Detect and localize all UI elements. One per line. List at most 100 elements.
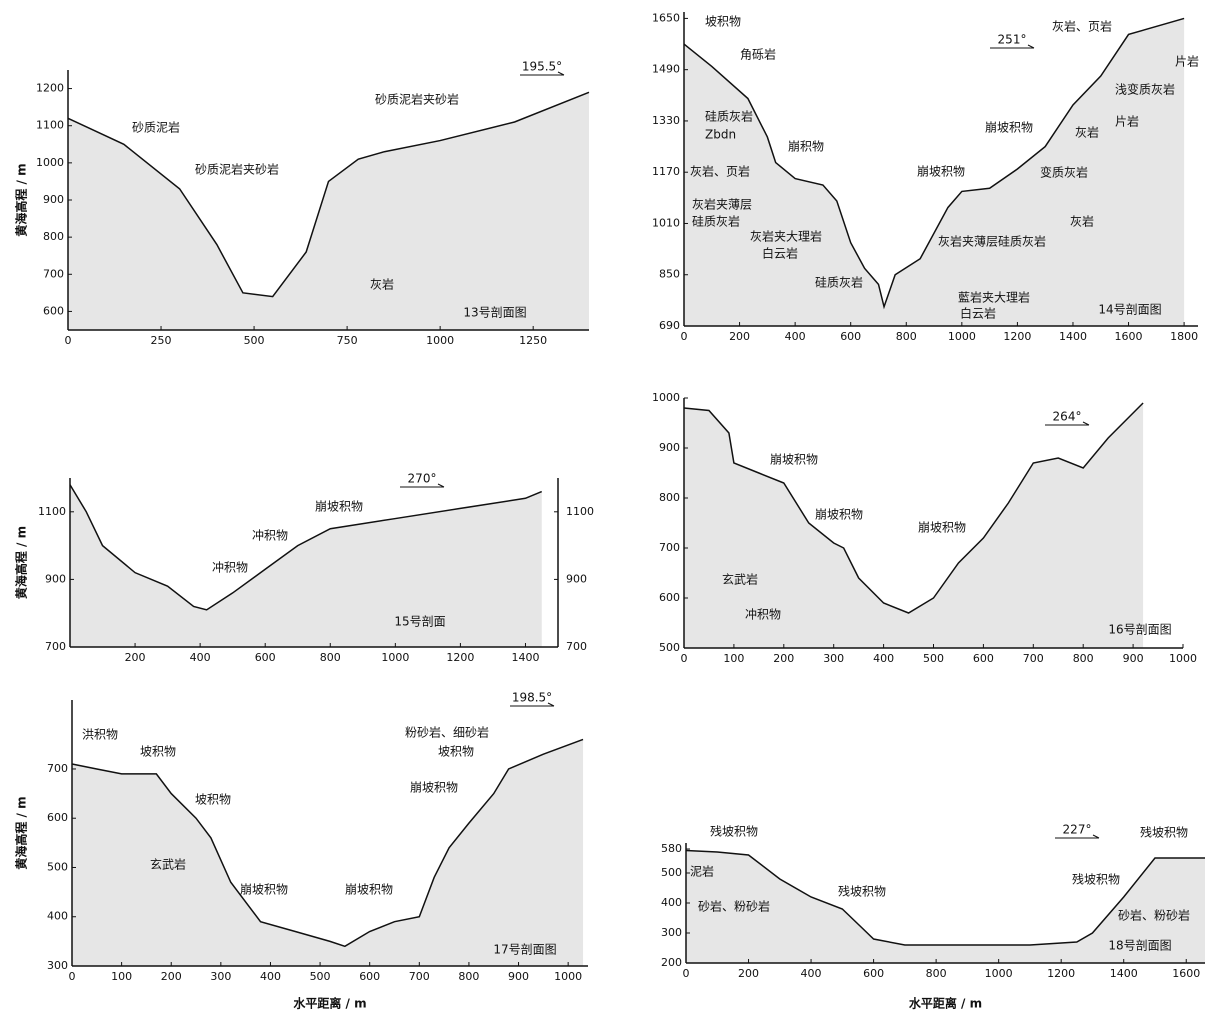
y-tick-label: 400 [661, 896, 682, 909]
direction-label: 227° [1063, 823, 1092, 837]
layer-label: 玄武岩 [150, 857, 186, 872]
x-tick-label: 200 [773, 652, 794, 665]
x-tick-label: 700 [1023, 652, 1044, 665]
x-tick-label: 1000 [381, 651, 409, 664]
layer-label: 粉砂岩、细砂岩 [405, 725, 489, 740]
x-tick-label: 1000 [1169, 652, 1197, 665]
layer-label: 崩坡积物 [315, 500, 363, 514]
x-tick-label: 200 [729, 330, 750, 343]
x-tick-label: 500 [310, 970, 331, 983]
x-tick-label: 200 [161, 970, 182, 983]
layer-label: 白云岩 [960, 306, 996, 321]
layer-label: 残坡积物 [838, 885, 886, 899]
y2-tick-label: 1100 [566, 505, 594, 518]
layer-label: 片岩 [1175, 54, 1199, 69]
y-tick-label: 1170 [652, 165, 680, 178]
layer-label: 片岩 [1115, 114, 1139, 129]
x-tick-label: 400 [190, 651, 211, 664]
section-title: 16号剖面图 [1108, 623, 1171, 637]
layer-label: 砂质泥岩夹砂岩 [375, 92, 459, 107]
direction-label: 195.5° [522, 60, 562, 74]
figure: 0250500750100012506007008009001000110012… [0, 0, 1214, 1019]
layer-label: 灰岩、页岩 [1052, 19, 1112, 34]
y-tick-label: 300 [47, 959, 68, 972]
y-tick-label: 600 [659, 591, 680, 604]
layer-label: 砂质泥岩夹砂岩 [195, 162, 279, 177]
x-tick-label: 1800 [1170, 330, 1198, 343]
y-tick-label: 200 [661, 956, 682, 969]
layer-label: 残坡积物 [1072, 873, 1120, 887]
layer-label: 灰岩 [370, 277, 394, 292]
y-tick-label: 1650 [652, 11, 680, 24]
section-title: 13号剖面图 [463, 306, 526, 320]
x-tick-label: 1200 [1047, 967, 1075, 980]
y2-tick-label: 900 [566, 572, 587, 585]
x-tick-label: 1400 [1059, 330, 1087, 343]
x-tick-label: 1600 [1115, 330, 1143, 343]
layer-label: 灰岩 [1070, 214, 1094, 229]
section-title: 15号剖面 [394, 615, 445, 629]
x-tick-label: 0 [683, 967, 690, 980]
y-tick-label: 1000 [652, 391, 680, 404]
y-tick-label: 600 [47, 811, 68, 824]
direction-label: 251° [998, 33, 1027, 47]
section-title: 17号剖面图 [493, 943, 556, 957]
x-axis-label: 水平距离 / m [293, 996, 366, 1011]
x-tick-label: 1200 [1003, 330, 1031, 343]
rock-fill [70, 485, 542, 647]
layer-label: 白云岩 [762, 246, 798, 261]
y-tick-label: 1200 [36, 82, 64, 95]
y-tick-label: 400 [47, 910, 68, 923]
direction-label: 270° [408, 472, 437, 486]
layer-label: 坡积物 [438, 745, 474, 759]
x-tick-label: 0 [681, 330, 688, 343]
y-tick-label: 500 [659, 641, 680, 654]
x-tick-label: 400 [873, 652, 894, 665]
layer-label: 灰岩、页岩 [690, 164, 750, 179]
layer-label: 硅质灰岩 [705, 109, 753, 124]
x-tick-label: 600 [840, 330, 861, 343]
x-tick-label: 600 [359, 970, 380, 983]
layer-label: 冲积物 [212, 560, 248, 575]
x-tick-label: 100 [111, 970, 132, 983]
layer-label: 硅质灰岩 [815, 275, 863, 290]
y2-tick-label: 700 [566, 640, 587, 653]
layer-label: 坡积物 [195, 793, 231, 807]
x-tick-label: 800 [896, 330, 917, 343]
layer-label: 坡积物 [705, 15, 741, 29]
layer-label: 藍岩夹大理岩 [958, 290, 1030, 305]
x-tick-label: 600 [255, 651, 276, 664]
layer-label: 崩坡积物 [815, 508, 863, 522]
x-tick-label: 100 [723, 652, 744, 665]
x-tick-label: 1400 [511, 651, 539, 664]
x-tick-label: 900 [508, 970, 529, 983]
x-tick-label: 1000 [426, 334, 454, 347]
layer-label: 灰岩 [1075, 125, 1099, 140]
x-tick-label: 1600 [1172, 967, 1200, 980]
x-tick-label: 800 [1073, 652, 1094, 665]
x-tick-label: 0 [681, 652, 688, 665]
x-tick-label: 300 [823, 652, 844, 665]
y-tick-label: 850 [659, 268, 680, 281]
layer-label: 泥岩 [690, 864, 714, 879]
layer-label: 崩坡积物 [240, 883, 288, 897]
layer-label: 残坡积物 [1140, 826, 1188, 840]
y-tick-label: 900 [43, 193, 64, 206]
x-tick-label: 600 [973, 652, 994, 665]
x-tick-label: 400 [785, 330, 806, 343]
layer-label: 砂岩、粉砂岩 [698, 899, 770, 914]
x-tick-label: 750 [337, 334, 358, 347]
y-tick-label: 900 [45, 572, 66, 585]
x-tick-label: 700 [409, 970, 430, 983]
layer-label: 崩积物 [788, 140, 824, 154]
x-tick-label: 1200 [446, 651, 474, 664]
y-tick-label: 800 [659, 491, 680, 504]
layer-label: 角砾岩 [740, 47, 776, 62]
layer-label: 洪积物 [82, 728, 118, 742]
layer-label: 残坡积物 [710, 825, 758, 839]
layer-label: 硅质灰岩 [692, 214, 740, 229]
y-tick-label: 580 [661, 842, 682, 855]
y-tick-label: 700 [43, 267, 64, 280]
y-tick-label: 900 [659, 441, 680, 454]
y-tick-label: 1000 [36, 156, 64, 169]
